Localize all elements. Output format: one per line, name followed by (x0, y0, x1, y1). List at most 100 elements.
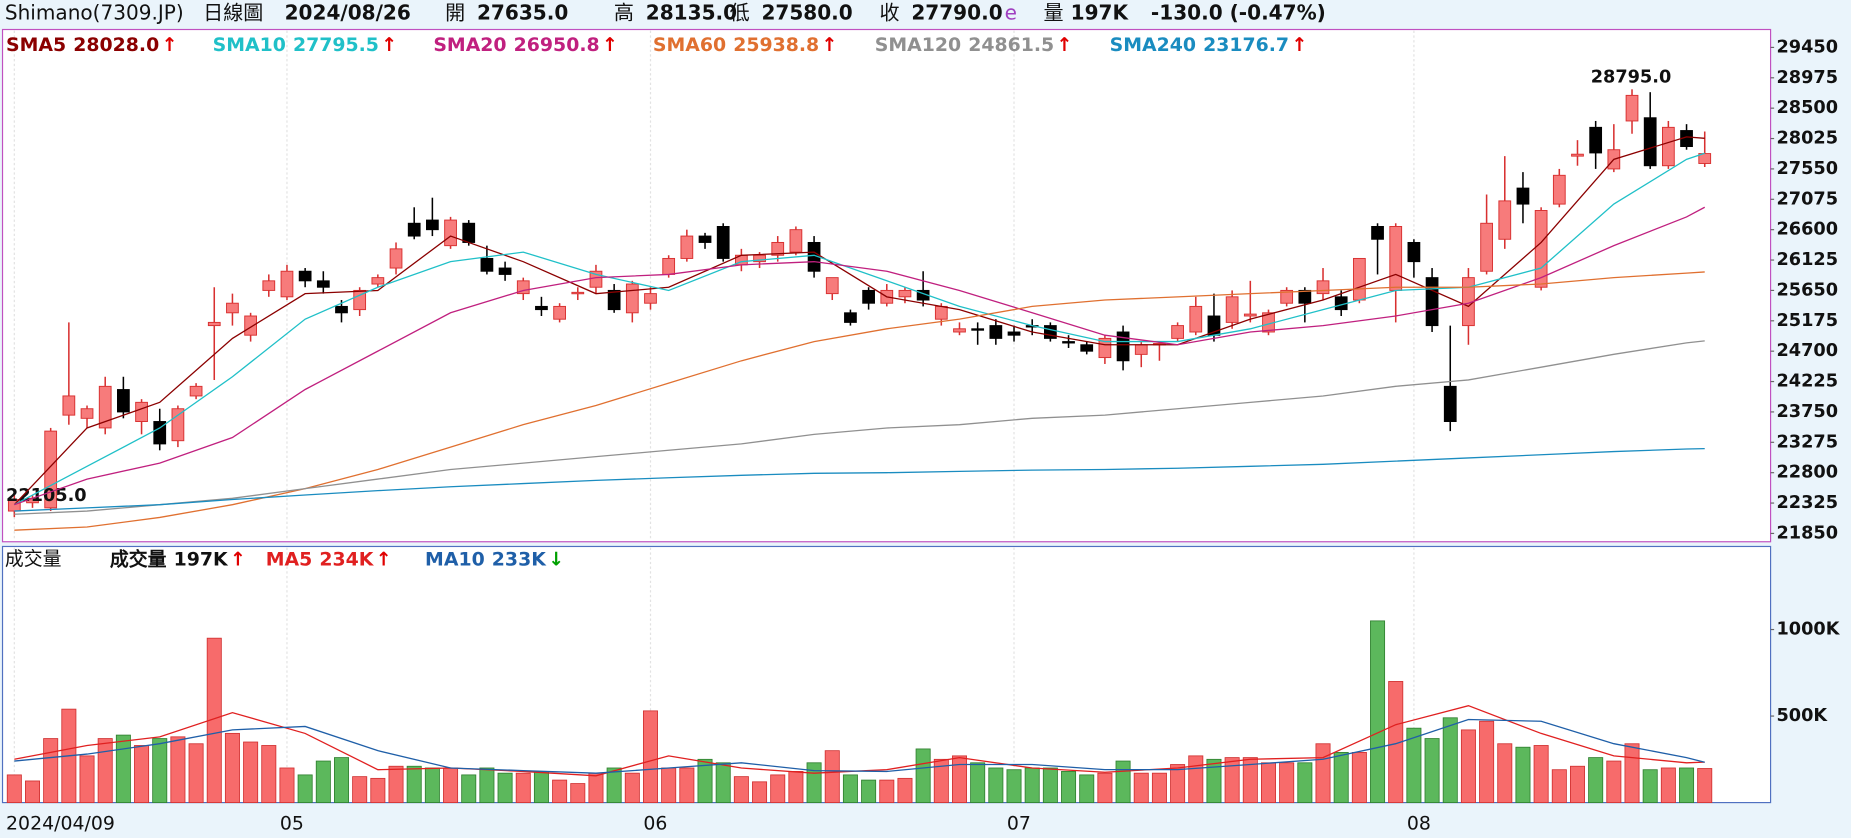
candle-body (1643, 117, 1657, 167)
legend-entry: MA10 233K ↓ (425, 548, 564, 570)
ma-line (14, 705, 1705, 777)
volume-bar (1679, 767, 1695, 804)
legend-value: 197K (174, 548, 229, 570)
volume-bar (352, 776, 368, 804)
candle-body (244, 315, 257, 336)
y-tick-label: 24225 (1776, 372, 1838, 392)
legend-name: SMA60 (653, 33, 726, 55)
volume-bar (243, 741, 259, 804)
legend-trend: ↑ (1057, 33, 1073, 55)
extreme-label: 28795.0 (1591, 67, 1672, 87)
volume-bar (1406, 727, 1422, 804)
candle-body (516, 280, 530, 295)
candle-body (971, 328, 985, 331)
legend-name: SMA20 (433, 33, 506, 55)
candle-body (1661, 126, 1675, 167)
candle-body (1080, 344, 1094, 352)
volume-bar (25, 780, 40, 804)
high-label: 高 (614, 1, 634, 25)
y-tick-label: 23750 (1776, 402, 1838, 422)
volume-bar (297, 774, 313, 804)
volume-bar (897, 777, 913, 804)
volume-bar (1351, 751, 1367, 804)
volume-bar (606, 767, 622, 804)
ma-line (14, 447, 1705, 512)
y-tick-label: 500K (1776, 706, 1828, 726)
legend-value: 24861.5 (968, 33, 1054, 55)
volume-bar (1061, 771, 1077, 804)
volume-bar (661, 767, 677, 804)
change: -130.0 (-0.47%) (1151, 1, 1326, 25)
volume-bar (1497, 743, 1513, 804)
volume-bar (588, 772, 604, 804)
volume-bar (1333, 751, 1349, 804)
candle-body (1007, 331, 1021, 336)
legend-entry: 成交量 197K ↑ (110, 547, 246, 570)
volume-bar (642, 710, 658, 804)
volume-label: 量 (1044, 1, 1064, 25)
date: 2024/08/26 (285, 1, 411, 25)
volume-bar (1133, 772, 1149, 804)
low-label: 低 (730, 1, 750, 25)
volume-bar (1188, 755, 1204, 804)
candle-body (680, 235, 694, 259)
volume-bar (1569, 765, 1585, 804)
volume-bar (933, 758, 949, 804)
candle-body (498, 267, 512, 275)
volume-bar (1642, 769, 1658, 804)
period: 日線圖 (203, 1, 263, 25)
candle-body (644, 293, 657, 304)
candle-body (135, 401, 148, 422)
candle-body (1243, 313, 1257, 317)
y-tick-label: 28500 (1776, 98, 1838, 118)
volume-bar (824, 750, 840, 804)
y-tick-label: 23275 (1776, 432, 1838, 452)
candle-body (153, 421, 167, 445)
legend-trend: ↓ (548, 548, 564, 570)
y-tick-label: 25175 (1776, 311, 1838, 331)
volume-bar (842, 774, 858, 804)
volume-bar (1479, 720, 1495, 804)
legend-trend: ↑ (230, 548, 246, 570)
low-value: 27580.0 (761, 1, 852, 25)
volume-bar (134, 745, 150, 804)
candle-body (535, 305, 548, 311)
legend-trend: ↑ (162, 33, 178, 55)
volume-bar (406, 765, 422, 804)
candle-body (753, 254, 766, 263)
volume-bar (1242, 757, 1258, 804)
volume-bar (279, 767, 295, 804)
candle-body (1189, 305, 1203, 333)
header: Shimano(7309.JP) 日線圖 2024/08/26 開 27635.… (5, 1, 1326, 25)
candle-body (462, 222, 476, 243)
legend-entry: SMA10 27795.5 ↑ (213, 33, 398, 55)
legend-value: 233K (492, 548, 547, 570)
ma-line (14, 718, 1705, 774)
open-value: 27635.0 (477, 1, 568, 25)
volume-bar (1515, 746, 1531, 804)
candle-body (771, 241, 785, 256)
y-tick-label: 27550 (1776, 159, 1838, 179)
candle-body (1480, 222, 1493, 272)
volume-bar (752, 781, 768, 804)
volume-bar (97, 738, 113, 804)
volume-bar (915, 748, 931, 804)
volume-bar (170, 736, 186, 804)
candle-body (262, 280, 276, 291)
volume-bar (679, 767, 695, 804)
x-tick-label: 07 (1007, 812, 1031, 834)
candle-body (625, 283, 639, 314)
volume-bar (424, 767, 440, 804)
volume-bar (1315, 743, 1331, 804)
open-label: 開 (445, 1, 465, 25)
y-tick-label: 26125 (1776, 250, 1838, 270)
y-tick-label: 1000K (1776, 620, 1840, 640)
candle-body (1407, 241, 1421, 263)
candle-body (1062, 341, 1075, 344)
volume-bar (1224, 757, 1240, 804)
volume-bar (315, 760, 331, 804)
candle-body (426, 219, 439, 231)
candle-body (1534, 210, 1548, 288)
candle-body (1389, 226, 1403, 291)
